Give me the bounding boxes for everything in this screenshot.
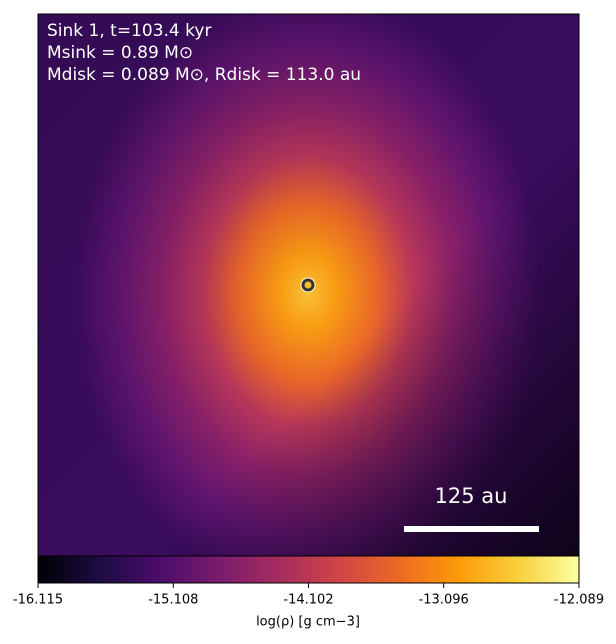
annotation: Msink = 0.89 M⊙ bbox=[47, 43, 193, 63]
sink-marker bbox=[301, 278, 315, 292]
annotation: Mdisk = 0.089 M⊙, Rdisk = 113.0 au bbox=[47, 65, 361, 85]
scalebar bbox=[404, 526, 539, 532]
sink-marker-halo bbox=[300, 277, 316, 293]
colorbar-tick-label: -14.102 bbox=[283, 593, 333, 608]
density-image bbox=[38, 14, 579, 556]
annotations: Sink 1, t=103.4 kyr Msink = 0.89 M⊙ Mdis… bbox=[47, 21, 361, 85]
colorbar-tick-label: -12.089 bbox=[554, 593, 604, 608]
colorbar-tick-label: -13.096 bbox=[419, 593, 469, 608]
annotation: Sink 1, t=103.4 kyr bbox=[47, 21, 211, 41]
colorbar-tick-label: -16.115 bbox=[13, 593, 63, 608]
colorbar bbox=[37, 555, 580, 584]
colorbar-tick-label: -15.108 bbox=[148, 593, 198, 608]
scalebar-label: 125 au bbox=[435, 484, 508, 508]
colorbar-label: log(ρ) [g cm−3] bbox=[256, 615, 360, 630]
